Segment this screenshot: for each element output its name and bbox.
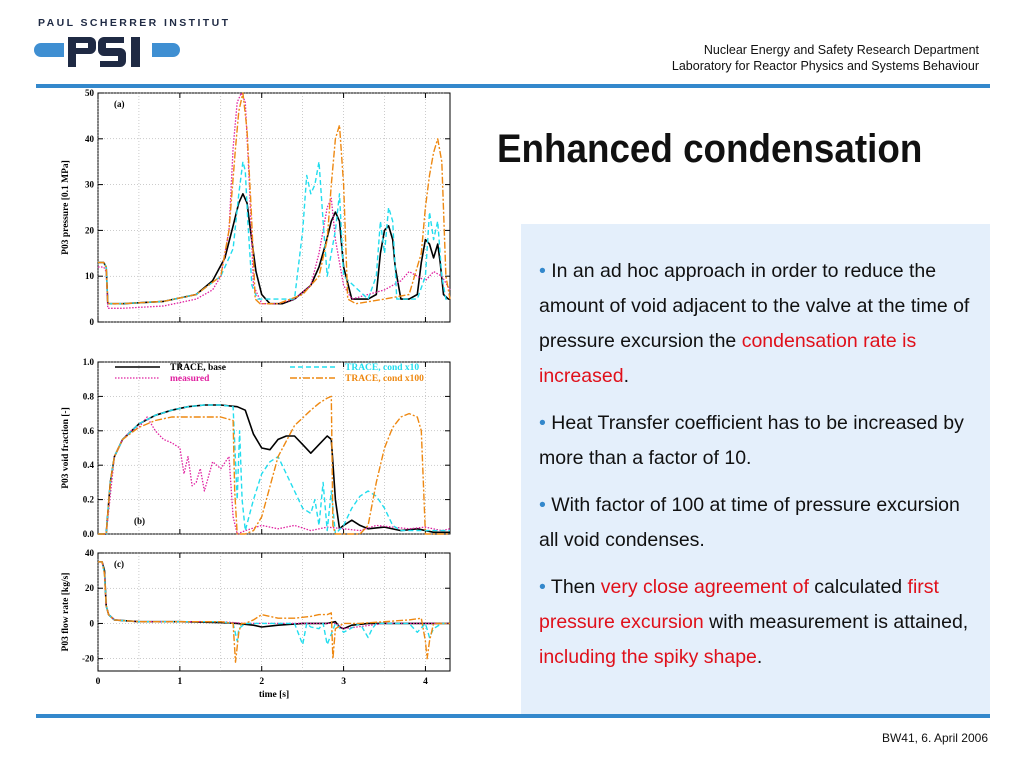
bullet-panel [521, 224, 990, 714]
x-tick-label: 1 [177, 677, 182, 687]
y-tick-label: -20 [82, 654, 94, 664]
series-line [98, 92, 451, 305]
x-tick-label: 2 [259, 677, 264, 687]
panel-label: (b) [134, 516, 145, 526]
series-line [98, 561, 450, 663]
y-axis-label: P03 flow rate [kg/s] [61, 573, 71, 652]
y-tick-label: 10 [85, 271, 95, 281]
series-line [98, 193, 450, 305]
bullet-item: • Then very close agreement of calculate… [539, 576, 969, 668]
y-tick-label: 20 [85, 225, 95, 235]
highlight-text: condensation rate is increased [539, 330, 917, 387]
header-info: Nuclear Energy and Safety Research Depar… [672, 42, 979, 74]
bullet-item: • Heat Transfer coefficient has to be in… [539, 412, 964, 469]
legend-label: measured [170, 374, 210, 384]
plot-frame [97, 361, 451, 535]
y-tick-label: 20 [85, 583, 95, 593]
y-tick-label: 40 [85, 548, 95, 558]
y-tick-label: 0.8 [83, 391, 95, 401]
highlight-text: including the spiky shape [539, 646, 757, 668]
x-tick-label: 0 [96, 677, 101, 687]
highlight-text: very close agreement of [600, 576, 809, 598]
footer-text: BW41, 6. April 2006 [881, 731, 988, 745]
legend-label: TRACE, cond x10 [345, 363, 419, 373]
y-tick-label: 0.4 [83, 460, 95, 470]
bullet-item: • With factor of 100 at time of pressure… [539, 494, 960, 551]
laboratory-name: Laboratory for Reactor Physics and Syste… [671, 59, 979, 73]
header-rule [36, 84, 990, 88]
slide-title: Enhanced condensation [497, 127, 923, 171]
y-tick-label: 0.0 [83, 529, 95, 539]
series-line [98, 561, 450, 630]
panel-label: (c) [114, 559, 124, 569]
y-tick-label: 50 [85, 88, 95, 98]
y-tick-label: 1.0 [83, 357, 95, 367]
series-line [98, 560, 450, 630]
x-axis-label: time [s] [259, 690, 289, 700]
series-line [98, 416, 451, 535]
y-tick-label: 40 [85, 134, 95, 144]
y-axis-label: P03 pressure [0.1 MPa] [61, 160, 71, 255]
y-axis-label: P03 void fraction [-] [61, 407, 71, 489]
psi-logo [34, 34, 180, 69]
y-tick-label: 0 [90, 618, 95, 628]
bullet-item: • In an ad hoc approach in order to redu… [539, 260, 970, 387]
y-tick-label: 0.2 [83, 495, 95, 505]
y-tick-label: 0 [90, 317, 95, 327]
x-tick-label: 4 [423, 677, 428, 687]
legend-label: TRACE, base [170, 363, 226, 373]
y-tick-label: 0.6 [83, 426, 95, 436]
series-line [98, 561, 450, 646]
footer-rule [36, 714, 990, 718]
bullet-list: • In an ad hoc approach in order to redu… [539, 254, 979, 687]
y-tick-label: 30 [85, 180, 95, 190]
highlight-text: first pressure excursion [539, 576, 939, 633]
plot-frame [97, 92, 451, 323]
plot-frame [97, 552, 451, 672]
department-name: Nuclear Energy and Safety Research Depar… [703, 43, 979, 57]
x-tick-label: 3 [341, 677, 346, 687]
panel-label: (a) [114, 99, 125, 109]
legend-label: TRACE, cond x100 [345, 374, 424, 384]
institute-name: PAUL SCHERRER INSTITUT [38, 17, 231, 29]
